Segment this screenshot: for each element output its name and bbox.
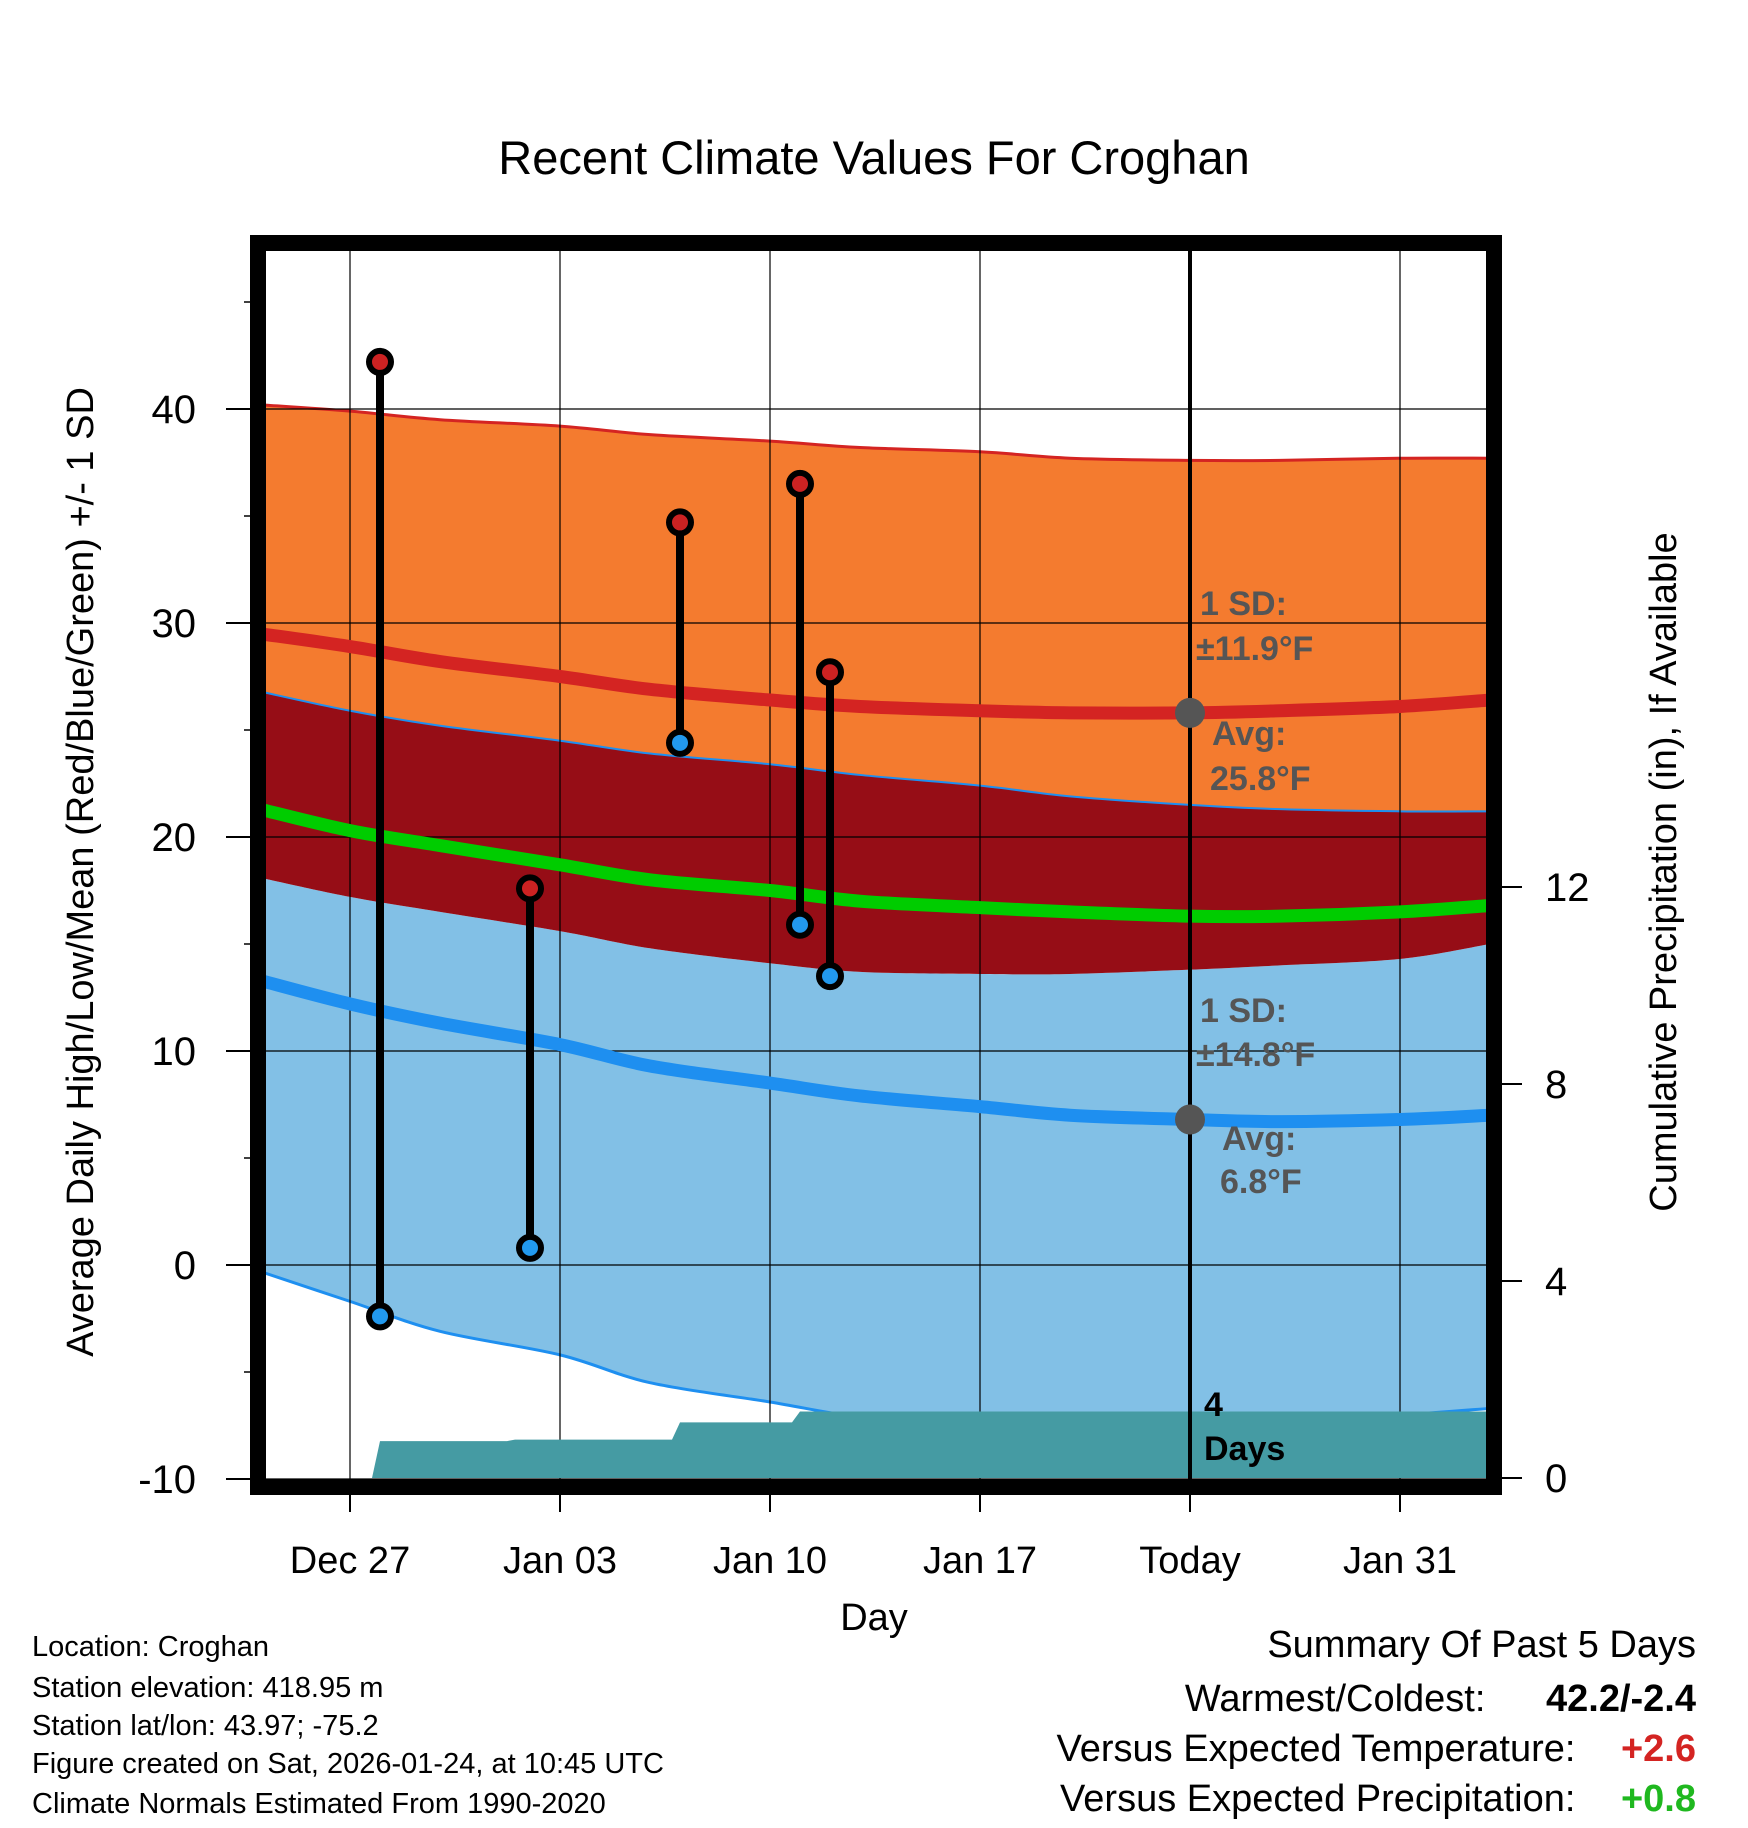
low-avg-marker [1175, 1104, 1205, 1135]
high-sd-lower-edge [265, 691, 1487, 813]
normal-mean-line [265, 803, 1487, 924]
y-axis-left-label: Average Daily High/Low/Mean (Red/Blue/Gr… [60, 387, 102, 1357]
low-sd-band [265, 878, 1487, 1428]
annotations: 1 SD: ±11.9°F Avg: 25.8°F 1 SD: ±14.8°F … [1196, 585, 1315, 1468]
x-tick-label: Jan 31 [1343, 1540, 1457, 1582]
precip-value: +0.8 [1620, 1778, 1696, 1820]
plot-frame [250, 235, 1502, 1495]
precip-label: Versus Expected Precipitation: [1060, 1778, 1576, 1820]
info-normals: Climate Normals Estimated From 1990-2020 [32, 1788, 606, 1820]
x-tick-label: Jan 10 [713, 1540, 827, 1582]
warm-cold-value: 42.2/-2.4 [1546, 1678, 1696, 1720]
summary-warm-cold: Warmest/Coldest: 42.2/-2.4 [1185, 1680, 1696, 1718]
observed-high-point [366, 347, 394, 376]
observation [516, 874, 544, 1262]
y-tick-label: 0 [174, 1244, 196, 1288]
observed-low-point [666, 728, 694, 757]
y-axis-right-label: Cumulative Precipitation (in), If Availa… [1643, 532, 1685, 1211]
y2-tick-label: 4 [1545, 1260, 1567, 1304]
observed-low-point [816, 962, 844, 991]
summary-temp: Versus Expected Temperature: +2.6 [1057, 1730, 1696, 1768]
observation [366, 347, 394, 1331]
y2-tick-label: 0 [1545, 1457, 1567, 1501]
observed-low-point [516, 1233, 544, 1262]
observed-high-point [516, 874, 544, 903]
observed-high-low [366, 347, 844, 1331]
overlap-band [265, 692, 1487, 975]
observed-high-point [786, 469, 814, 498]
normal-lines [265, 627, 1487, 1129]
low-avg-value: 6.8°F [1220, 1163, 1302, 1201]
x-tick-label: Jan 17 [923, 1540, 1037, 1582]
info-created: Figure created on Sat, 2026-01-24, at 10… [32, 1748, 664, 1780]
x-axis: Dec 27 Jan 03 Jan 10 Jan 17 Today Jan 31 [290, 1487, 1457, 1582]
observation [786, 469, 814, 939]
precipitation-area [359, 1411, 1487, 1478]
observation [816, 658, 844, 991]
info-latlon: Station lat/lon: 43.97; -75.2 [32, 1710, 379, 1742]
average-markers [1175, 697, 1205, 1135]
days-label: Days [1204, 1430, 1285, 1468]
y-tick-label: -10 [138, 1458, 196, 1502]
plot-area [265, 250, 1487, 1480]
y2-tick-label: 12 [1545, 866, 1590, 910]
high-sd-value: ±11.9°F [1196, 630, 1313, 668]
y-tick-label: 10 [152, 1030, 197, 1074]
summary-precip: Versus Expected Precipitation: +0.8 [1060, 1780, 1696, 1818]
y2-tick-label: 8 [1545, 1063, 1567, 1107]
high-avg-marker [1175, 697, 1205, 728]
warm-cold-label: Warmest/Coldest: [1184, 1678, 1486, 1720]
normal-high-line [265, 627, 1487, 720]
x-tick-label: Dec 27 [290, 1540, 410, 1582]
high-avg-value: 25.8°F [1210, 760, 1311, 798]
days-count: 4 [1204, 1386, 1223, 1424]
precip-area [359, 1411, 1487, 1478]
y-tick-label: 20 [152, 816, 197, 860]
temp-value: +2.6 [1620, 1728, 1696, 1770]
y-axis-left: -10 0 10 20 30 40 [138, 301, 258, 1502]
normal-bands [265, 403, 1487, 1430]
info-location: Location: Croghan [32, 1631, 269, 1663]
normal-low-line [265, 974, 1487, 1129]
low-sd-label: 1 SD: [1200, 992, 1287, 1030]
observed-low-point [786, 910, 814, 939]
summary-title: Summary Of Past 5 Days [1267, 1624, 1696, 1666]
x-tick-label: Today [1139, 1540, 1240, 1582]
y-axis-right: 0 4 8 12 [1494, 866, 1590, 1501]
high-avg-label: Avg: [1212, 715, 1286, 753]
high-sd-label: 1 SD: [1200, 585, 1287, 623]
info-elevation: Station elevation: 418.95 m [32, 1672, 384, 1704]
x-axis-label: Day [840, 1597, 908, 1639]
high-sd-upper-edge [265, 403, 1487, 463]
observed-low-point [366, 1302, 394, 1331]
observed-high-point [816, 658, 844, 687]
observed-high-point [666, 508, 694, 537]
y-tick-label: 30 [152, 602, 197, 646]
chart-title: Recent Climate Values For Croghan [498, 131, 1249, 184]
x-tick-label: Jan 03 [503, 1540, 617, 1582]
low-sd-value: ±14.8°F [1196, 1036, 1315, 1074]
temp-label: Versus Expected Temperature: [1056, 1728, 1576, 1770]
low-avg-label: Avg: [1222, 1120, 1296, 1158]
observation [666, 508, 694, 757]
y-tick-label: 40 [152, 388, 197, 432]
